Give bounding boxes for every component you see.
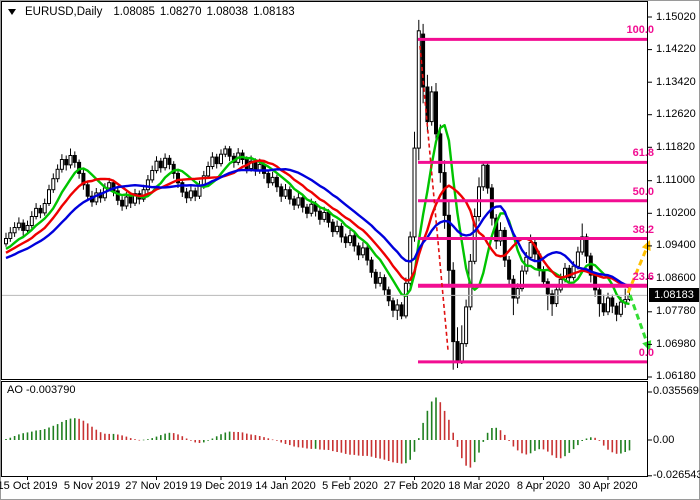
candles-layer xyxy=(4,19,632,370)
ao-histogram xyxy=(5,397,631,468)
slow-ma-line xyxy=(5,167,630,287)
price-axis-label: 1.15020 xyxy=(656,10,696,23)
price-axis-label: 1.14220 xyxy=(656,43,696,56)
fib-level-label: 50.0 xyxy=(632,185,654,198)
time-axis-label: 14 Jan 2020 xyxy=(255,480,316,492)
time-axis-label: 18 Mar 2020 xyxy=(448,480,510,492)
ao-value: -0.003790 xyxy=(25,384,76,396)
chart-title: EURUSD,Daily xyxy=(25,6,103,18)
time-axis-label: 8 Apr 2020 xyxy=(516,480,571,492)
ao-panel-border xyxy=(1,381,648,477)
price-axis-label: 1.13420 xyxy=(656,75,696,88)
main-panel-border xyxy=(1,1,648,380)
time-axis-label: 30 Apr 2020 xyxy=(578,480,638,492)
ohlc-open: 1.08085 xyxy=(113,6,155,18)
price-axis-label: 1.08600 xyxy=(656,271,696,284)
price-axis-label: 1.06180 xyxy=(656,370,696,383)
ao-axis-label: -0.026543 xyxy=(653,469,700,482)
trendline-down-dashed[interactable] xyxy=(419,45,449,351)
price-axis-label: 1.09400 xyxy=(656,239,696,252)
projection-arrow-down-head xyxy=(642,340,652,351)
projection-arrow-up-head xyxy=(641,240,651,251)
price-axis-label: 1.11820 xyxy=(656,140,695,153)
ao-name: AO xyxy=(7,384,23,396)
time-axis-label: 5 Nov 2019 xyxy=(63,480,121,492)
price-axis-label: 1.12620 xyxy=(656,108,696,121)
fib-level-label: 61.8 xyxy=(632,147,654,160)
time-axis-label: 19 Dec 2019 xyxy=(189,480,253,492)
price-axis-label: 1.06980 xyxy=(656,337,696,350)
ao-indicator-label: AO -0.003790 xyxy=(7,384,76,396)
current-price-badge: 1.08183 xyxy=(649,288,699,303)
time-axis-label: 27 Feb 2020 xyxy=(383,480,446,492)
fib-level-label: 38.2 xyxy=(632,223,654,236)
price-axis-label: 1.07780 xyxy=(656,305,696,318)
symbol-dropdown-icon[interactable] xyxy=(8,9,16,15)
fib-level-label: 100.0 xyxy=(626,24,654,37)
projection-arrow-down[interactable] xyxy=(628,294,650,345)
ohlc-low: 1.08038 xyxy=(206,6,249,18)
ao-axis-label: 0.035569 xyxy=(653,385,699,398)
chart-header: EURUSD,Daily 1.08085 1.08270 1.08038 1.0… xyxy=(8,6,295,18)
fast-ma-line xyxy=(5,123,630,306)
projection-arrow-up[interactable] xyxy=(626,245,649,294)
price-axis-label: 1.11000 xyxy=(656,174,695,187)
ohlc-close: 1.08183 xyxy=(253,6,295,18)
ao-axis-label: 0.00 xyxy=(653,433,675,446)
ohlc-high: 1.08270 xyxy=(159,6,202,18)
time-axis-label: 27 Nov 2019 xyxy=(125,480,188,492)
fib-level-label: 0.0 xyxy=(638,346,654,359)
time-axis-label: 5 Feb 2020 xyxy=(322,480,378,492)
price-axis-label: 1.10200 xyxy=(656,206,696,219)
fib-level-label: 23.6 xyxy=(632,270,654,283)
time-axis-label: 15 Oct 2019 xyxy=(0,480,58,492)
